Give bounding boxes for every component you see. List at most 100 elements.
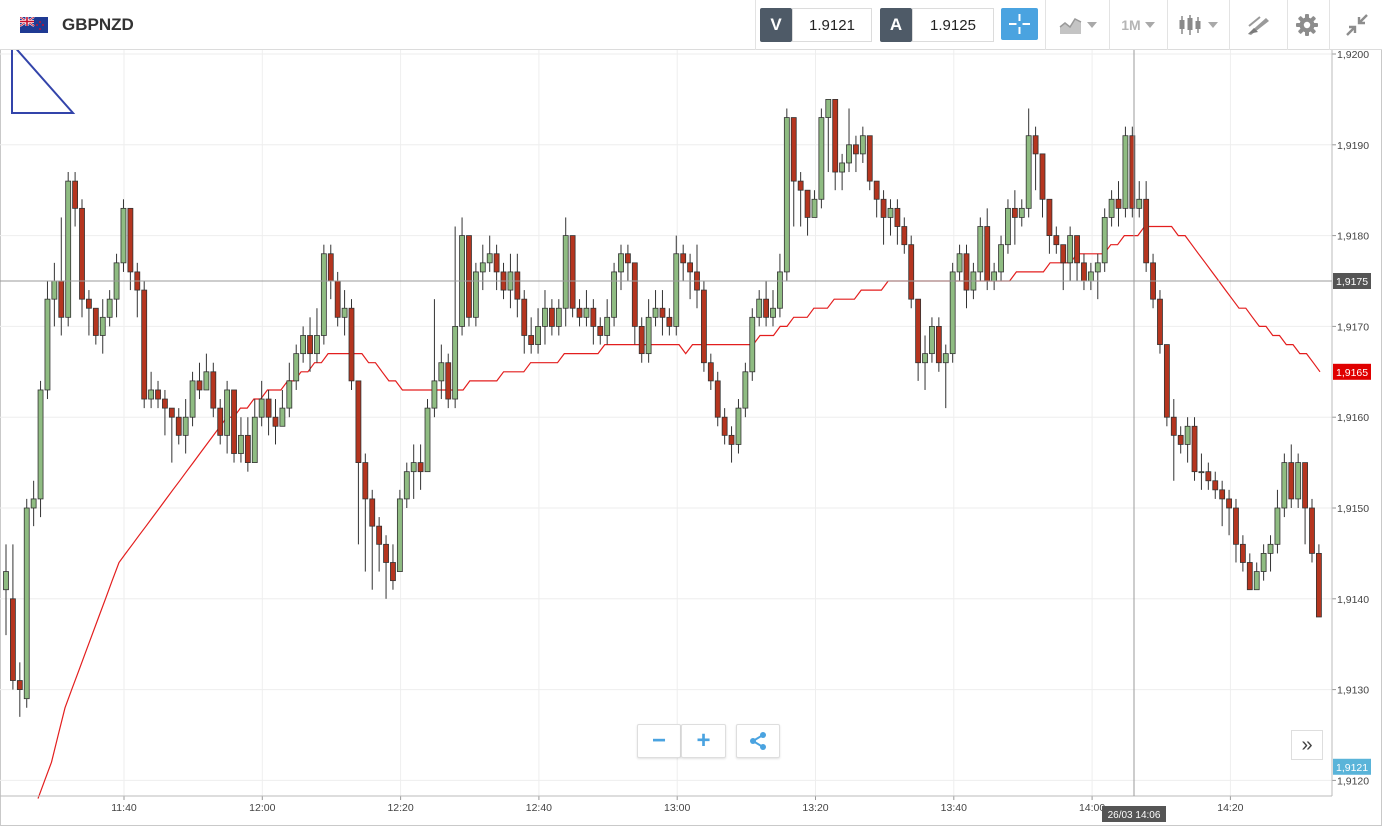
candle-body: [859, 135, 866, 155]
sell-price[interactable]: 1.9121: [792, 8, 872, 42]
candle-body: [1143, 198, 1150, 264]
candle-up: [452, 226, 459, 409]
candle-body: [998, 244, 1004, 273]
candle-body: [714, 380, 721, 418]
candle-up: [279, 389, 286, 427]
candle-body: [1295, 462, 1302, 500]
candle-down: [79, 199, 85, 318]
candle-down: [265, 389, 272, 436]
candle-body: [832, 99, 839, 173]
candle-up: [1281, 453, 1288, 518]
candle-down: [590, 299, 597, 345]
candle-down: [915, 298, 922, 381]
crosshair-time-bg: [1102, 806, 1166, 822]
buy-price[interactable]: 1.9125: [912, 8, 994, 42]
triangle-drawing: [11, 50, 76, 114]
candle-body: [735, 407, 742, 445]
candle-down: [1239, 535, 1246, 572]
candle-up: [1198, 453, 1205, 490]
candle-up: [998, 235, 1004, 281]
candle-body: [611, 271, 617, 318]
share-button[interactable]: [736, 724, 780, 758]
sell-label[interactable]: V: [760, 8, 792, 42]
candle-body: [1163, 344, 1170, 418]
candle-body: [189, 380, 196, 418]
collapse-button[interactable]: [1332, 0, 1382, 50]
candle-up: [293, 344, 300, 390]
price-chart[interactable]: 1,92001,91901,91801,91701,91601,91501,91…: [0, 50, 1382, 826]
candle-up: [106, 290, 113, 327]
candle-body: [1274, 507, 1281, 545]
candle-body: [521, 298, 528, 336]
drawing-tools-button[interactable]: [1232, 0, 1284, 50]
candle-body: [162, 398, 168, 409]
ma-price-label: 1,9165: [1333, 363, 1371, 380]
candle-body: [369, 498, 376, 527]
timeframe-button[interactable]: 1M: [1112, 0, 1164, 50]
candle-down: [1060, 244, 1067, 291]
minus-icon: −: [651, 727, 666, 754]
bid-price-label-text: 1,9121: [1336, 762, 1368, 774]
settings-button[interactable]: [1288, 0, 1326, 50]
candle-up: [611, 262, 617, 327]
candle-down: [721, 408, 728, 445]
candle-down: [1309, 498, 1315, 563]
candle-up: [777, 253, 783, 318]
candlestick-series: [3, 99, 1322, 717]
candle-up: [23, 498, 30, 708]
instrument-symbol[interactable]: GBPNZD: [62, 15, 134, 34]
candle-body: [562, 235, 569, 309]
candle-up: [44, 281, 51, 400]
zoom-out-button[interactable]: −: [637, 724, 681, 758]
candle-body: [320, 253, 327, 336]
candle-down: [680, 244, 687, 281]
candle-body: [16, 680, 23, 691]
chart-type-button[interactable]: [1050, 0, 1105, 50]
candle-body: [1108, 198, 1115, 218]
candle-body: [880, 198, 887, 218]
candle-up: [555, 299, 562, 336]
candle-body: [666, 316, 673, 327]
candle-body: [949, 271, 956, 355]
candle-body: [390, 562, 396, 582]
buy-label[interactable]: A: [880, 8, 912, 42]
candle-up: [1018, 199, 1025, 227]
candle-body: [265, 398, 272, 418]
candle-body: [196, 380, 203, 391]
candle-type-button[interactable]: [1170, 0, 1225, 50]
candle-up: [189, 371, 196, 427]
scroll-forward-button[interactable]: »: [1291, 730, 1323, 760]
candle-body: [210, 371, 217, 409]
candle-body: [542, 307, 548, 327]
candle-up: [424, 399, 431, 473]
candle-body: [1101, 217, 1108, 264]
toolbar-divider: [1229, 0, 1230, 50]
crosshair-button[interactable]: [1001, 8, 1038, 40]
candle-up: [887, 199, 894, 236]
candle-down: [244, 417, 251, 472]
candle-down: [1177, 426, 1184, 454]
y-tick-label: 1,9130: [1337, 685, 1369, 697]
y-tick-label: 1,9180: [1337, 231, 1369, 243]
candle-body: [307, 335, 313, 355]
candle-body: [825, 99, 832, 118]
zoom-in-button[interactable]: +: [681, 724, 726, 758]
candle-down: [72, 172, 78, 227]
candle-down: [1039, 153, 1046, 218]
candle-body: [1267, 543, 1274, 554]
candle-body: [991, 271, 998, 282]
candle-body: [1212, 480, 1219, 491]
crosshair-time-label: 26/03 14:06: [1102, 806, 1166, 822]
toolbar-divider: [755, 0, 756, 50]
candle-body: [763, 298, 769, 318]
candle-down: [327, 244, 334, 300]
candle-body: [514, 271, 521, 300]
candle-down: [362, 453, 369, 572]
candle-body: [410, 462, 417, 473]
double-chevron-right-icon: »: [1301, 733, 1313, 756]
ma-price-label-text: 1,9165: [1336, 367, 1368, 379]
candle-up: [431, 299, 438, 418]
candle-body: [1191, 425, 1198, 473]
bid-price-label: 1,9121: [1333, 758, 1371, 775]
candle-body: [279, 407, 286, 427]
